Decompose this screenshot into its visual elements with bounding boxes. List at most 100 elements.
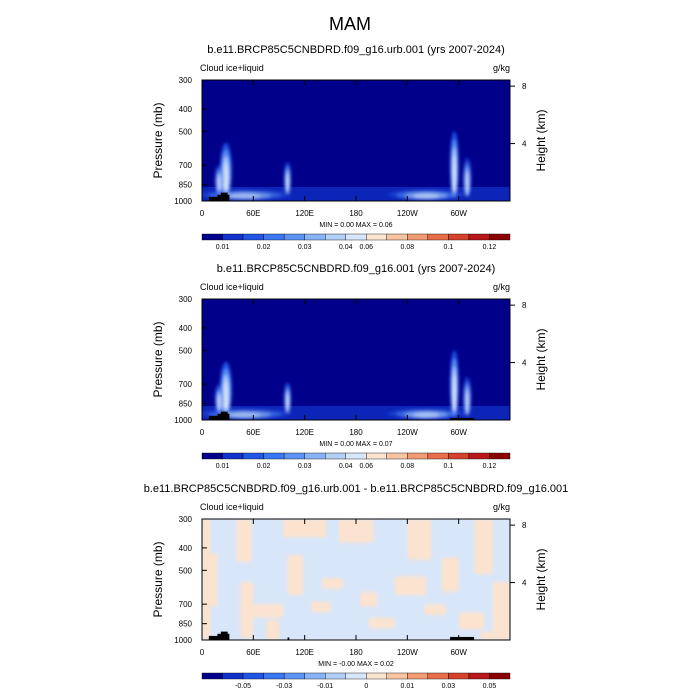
y-axis-label: Pressure (mb)	[151, 102, 165, 178]
field-layer	[202, 519, 510, 640]
patch-4	[240, 581, 254, 638]
pressure-tick-label: 700	[179, 161, 193, 170]
plume-3-level-4	[286, 393, 289, 413]
colorbar-label: -0.05	[235, 683, 251, 690]
colorbar-label: 0.01	[216, 244, 230, 251]
colorbar-swatch	[427, 452, 449, 460]
y-axis-label: Pressure (mb)	[151, 321, 165, 397]
colorbar-swatch	[263, 672, 285, 680]
colorbar: -0.05 -0.03 -0.01 0 0.01 0.03 0.05	[201, 672, 511, 690]
patch-14	[394, 576, 427, 596]
colorbar-swatch	[345, 233, 367, 241]
lon-tick-label: 0	[200, 648, 205, 657]
colorbar-swatch	[448, 233, 470, 241]
height-tick-label: 8	[522, 301, 527, 310]
terrain-3	[220, 631, 228, 640]
terrain-3	[220, 192, 228, 201]
colorbar-swatch	[489, 233, 511, 241]
terrain-5	[450, 636, 475, 640]
colorbar-swatch	[222, 233, 244, 241]
patch-20	[492, 581, 510, 640]
pressure-tick-label: 500	[179, 127, 193, 136]
chart-panel-2: b.e11.BRCP85C5CNBDRD.f09_g16.001 (yrs 20…	[151, 263, 548, 470]
pressure-tick-label: 500	[179, 566, 193, 575]
colorbar-label: 0.06	[359, 463, 373, 470]
pressure-tick-label: 300	[179, 295, 193, 304]
colorbar: 0.01 0.02 0.03 0.04 0.06 0.08 0.1 0.12	[201, 452, 511, 470]
colorbar-label: 0	[364, 683, 368, 690]
patch-16	[424, 604, 446, 616]
colorbar-swatch	[242, 452, 264, 460]
terrain-3	[220, 411, 228, 420]
colorbar-swatch	[201, 233, 223, 241]
colorbar-swatch	[325, 672, 346, 680]
panels-group: b.e11.BRCP85C5CNBDRD.f09_g16.urb.001 (yr…	[144, 44, 569, 690]
patch-5	[253, 604, 284, 618]
colorbar-swatch	[325, 233, 346, 241]
patch-7	[283, 519, 327, 538]
pressure-tick-label: 400	[179, 544, 193, 553]
lon-tick-label: 60W	[450, 209, 467, 218]
colorbar-swatch	[304, 233, 326, 241]
colorbar-label: 0.03	[298, 463, 312, 470]
colorbar-swatch	[448, 452, 470, 460]
pressure-tick-label: 1000	[174, 416, 192, 425]
patch-1	[202, 519, 211, 640]
colorbar-swatch	[468, 672, 490, 680]
patch-10	[321, 578, 344, 589]
colorbar-swatch	[366, 452, 387, 460]
lon-tick-label: 60E	[246, 209, 260, 218]
colorbar-label: 0.04	[339, 244, 353, 251]
lon-tick-label: 60W	[450, 648, 467, 657]
plume-6-level-4	[413, 193, 440, 200]
lon-tick-label: 180	[349, 428, 363, 437]
terrain-1	[208, 635, 221, 640]
colorbar-swatch	[427, 672, 449, 680]
colorbar-swatch	[489, 452, 511, 460]
colorbar-swatch	[242, 672, 264, 680]
colorbar-swatch	[283, 672, 305, 680]
height-tick-label: 8	[522, 521, 527, 530]
patch-12	[360, 591, 378, 607]
patch-layer	[202, 519, 510, 640]
plume-4-level-4	[452, 155, 456, 197]
plume-1-level-4	[223, 381, 228, 415]
colorbar-swatch	[407, 452, 429, 460]
pressure-tick-label: 700	[179, 380, 193, 389]
colorbar-label: 0.05	[483, 683, 497, 690]
plume-6-level-4	[413, 412, 440, 419]
patch-18	[458, 612, 485, 630]
colorbar-label: -0.03	[276, 683, 292, 690]
colorbar-swatch	[345, 672, 367, 680]
field-layer	[202, 80, 510, 201]
height-tick-label: 4	[522, 359, 527, 368]
colorbar-swatch	[407, 233, 429, 241]
patch-17	[441, 557, 459, 592]
colorbar-label: 0.06	[359, 244, 373, 251]
pressure-tick-label: 500	[179, 346, 193, 355]
colorbar-label: 0.1	[444, 244, 454, 251]
plume-7-level-4	[228, 193, 261, 200]
patch-3	[236, 519, 252, 562]
pressure-tick-label: 850	[179, 400, 193, 409]
pressure-tick-label: 300	[179, 76, 193, 85]
colorbar-swatch	[283, 452, 305, 460]
colorbar-swatch	[242, 233, 264, 241]
colorbar-swatch	[386, 233, 408, 241]
colorbar-swatch	[427, 233, 449, 241]
colorbar-swatch	[283, 233, 305, 241]
lon-tick-label: 60E	[246, 648, 260, 657]
variable-label: Cloud ice+liquid	[200, 63, 264, 73]
pressure-tick-label: 1000	[174, 197, 192, 206]
plume-1-level-4	[223, 162, 228, 196]
patch-11	[338, 519, 374, 543]
colorbar-swatch	[489, 672, 511, 680]
colorbar-label: 0.01	[216, 463, 230, 470]
variable-label: Cloud ice+liquid	[200, 502, 264, 512]
colorbar-label: 0.03	[298, 244, 312, 251]
lon-tick-label: 120E	[295, 428, 314, 437]
page-title: MAM	[329, 14, 371, 34]
colorbar-label: 0.02	[257, 463, 271, 470]
colorbar-label: 0.08	[401, 463, 415, 470]
colorbar-swatch	[263, 233, 285, 241]
